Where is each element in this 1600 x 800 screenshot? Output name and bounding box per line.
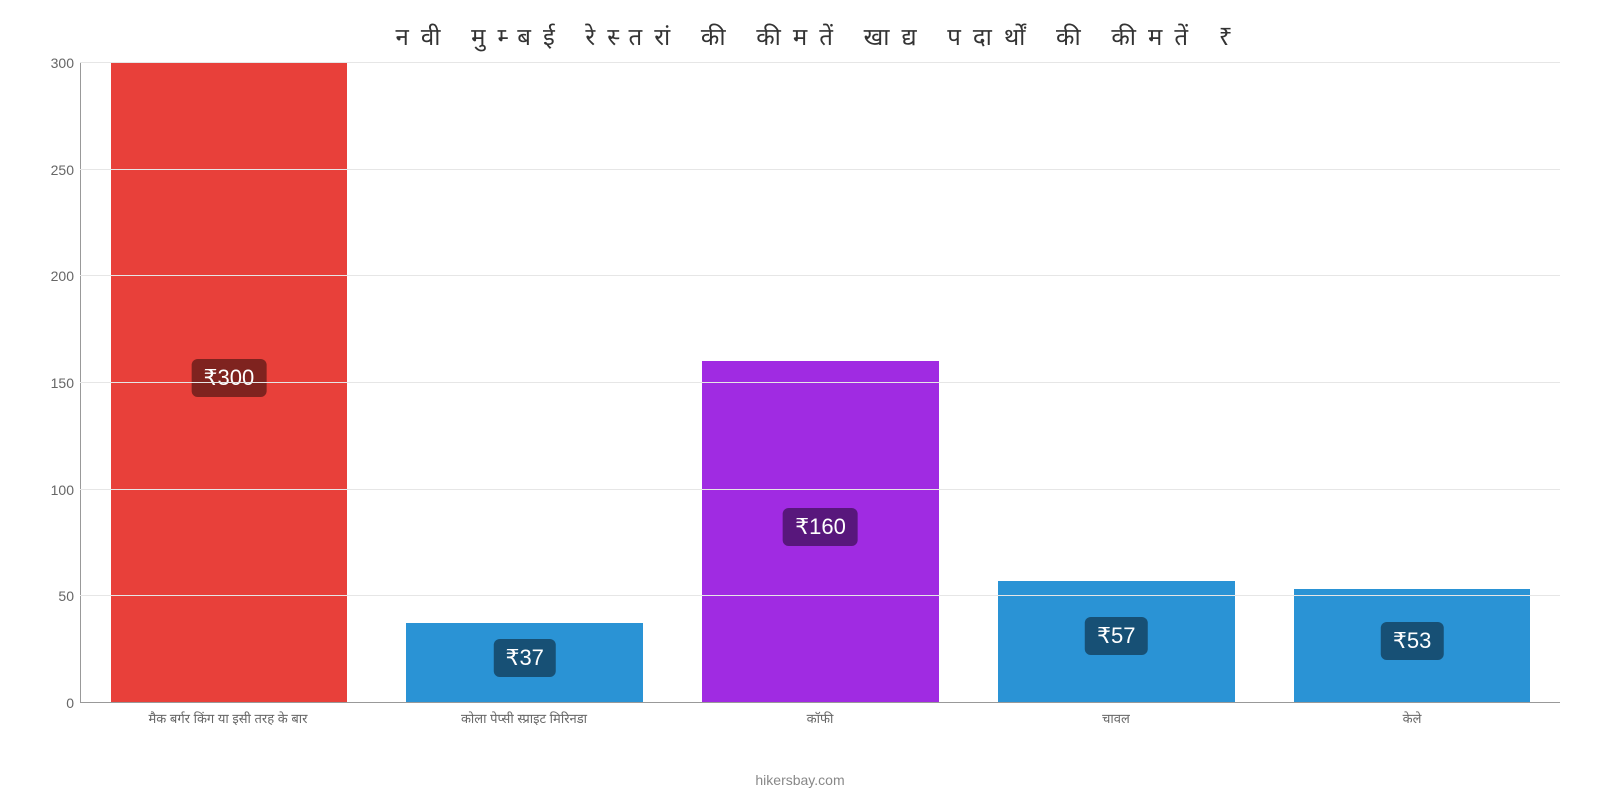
grid-line: [80, 595, 1560, 596]
x-axis-labels: मैक बर्गर किंग या इसी तरह के बारकोला पेप…: [80, 709, 1560, 727]
value-badge: ₹160: [783, 508, 858, 546]
price-bar-chart: नवी मुम्बई रेस्तरां की कीमतें खाद्य पदार…: [0, 0, 1600, 800]
value-badge: ₹300: [192, 359, 267, 397]
plot-area: 050100150200250300 ₹300₹37₹160₹57₹53 मैक…: [80, 63, 1560, 703]
x-axis-label: चावल: [968, 709, 1264, 727]
bar: ₹57: [998, 581, 1235, 702]
bar: ₹160: [702, 361, 939, 702]
y-axis: 050100150200250300: [30, 63, 80, 703]
y-tick-label: 200: [30, 268, 74, 284]
grid-line: [80, 489, 1560, 490]
y-tick-label: 300: [30, 55, 74, 71]
bar: ₹53: [1294, 589, 1531, 702]
grid-line: [80, 169, 1560, 170]
x-axis-label: केले: [1264, 709, 1560, 727]
grid-line: [80, 62, 1560, 63]
x-axis-label: कोला पेप्सी स्प्राइट मिरिनडा: [376, 709, 672, 727]
y-tick-label: 0: [30, 695, 74, 711]
x-axis-label: कॉफी: [672, 709, 968, 727]
bars-container: ₹300 ₹37 ₹160 ₹57 ₹53: [80, 63, 1560, 703]
x-axis-label: मैक बर्गर किंग या इसी तरह के बार: [80, 709, 376, 727]
y-tick-label: 150: [30, 375, 74, 391]
y-tick-label: 100: [30, 482, 74, 498]
y-tick-label: 50: [30, 588, 74, 604]
value-badge: ₹53: [1381, 622, 1443, 660]
grid-line: [80, 382, 1560, 383]
grid-line: [80, 275, 1560, 276]
value-badge: ₹37: [493, 639, 555, 677]
value-badge: ₹57: [1085, 617, 1147, 655]
chart-title: नवी मुम्बई रेस्तरां की कीमतें खाद्य पदार…: [80, 20, 1560, 53]
chart-footer-source: hikersbay.com: [0, 772, 1600, 788]
y-tick-label: 250: [30, 162, 74, 178]
bar: ₹37: [406, 623, 643, 702]
